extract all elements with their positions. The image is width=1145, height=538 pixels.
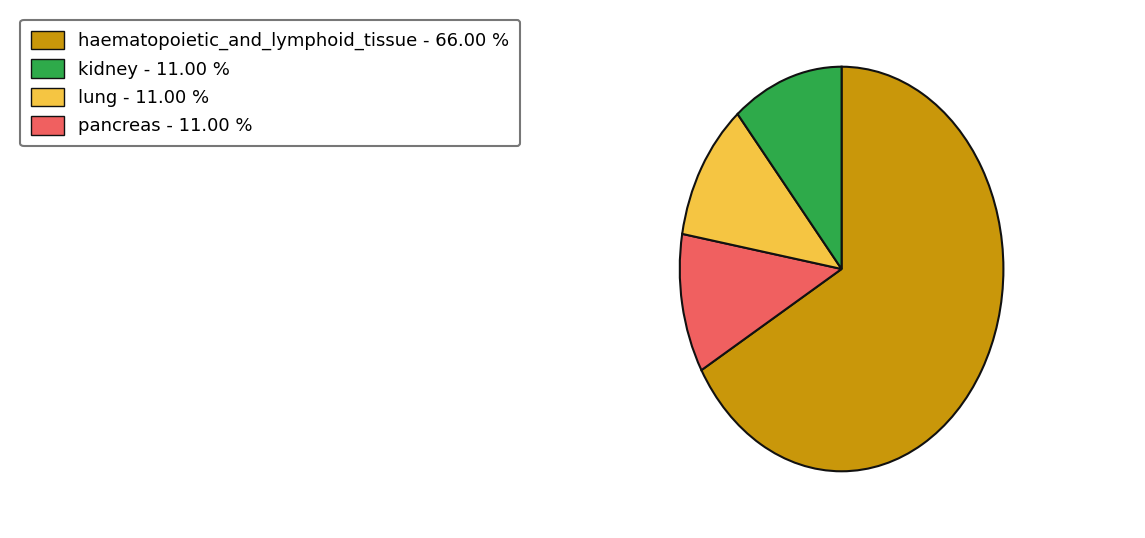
Legend: haematopoietic_and_lymphoid_tissue - 66.00 %, kidney - 11.00 %, lung - 11.00 %, : haematopoietic_and_lymphoid_tissue - 66.… — [21, 20, 520, 146]
Wedge shape — [680, 234, 842, 370]
Wedge shape — [702, 67, 1003, 471]
Wedge shape — [737, 67, 842, 269]
Wedge shape — [682, 114, 842, 269]
